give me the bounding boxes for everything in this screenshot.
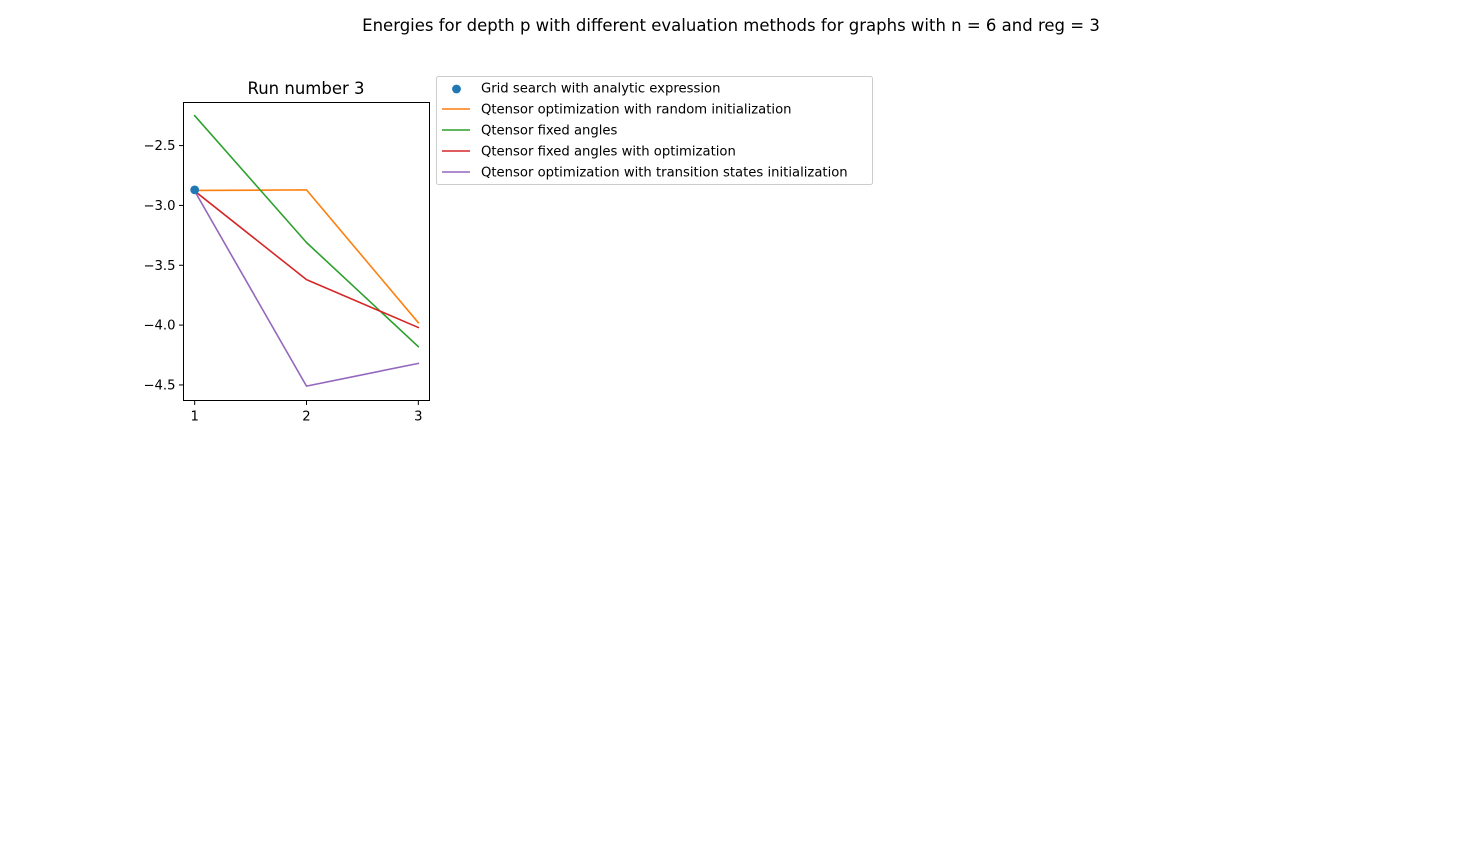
legend-label: Grid search with analytic expression xyxy=(481,82,720,97)
y-tick-label: −3.5 xyxy=(143,259,175,274)
plot-area xyxy=(190,114,420,387)
x-axis: 1 2 3 xyxy=(190,400,423,425)
legend-label: Qtensor fixed angles xyxy=(481,124,618,139)
y-tick-label: −4.5 xyxy=(143,379,175,394)
x-tick-label: 2 xyxy=(302,410,310,425)
legend-label: Qtensor fixed angles with optimization xyxy=(481,145,736,160)
y-tick-label: −3.0 xyxy=(143,199,175,214)
data-point xyxy=(190,185,200,195)
series-line xyxy=(193,189,420,329)
series-line xyxy=(193,189,420,324)
legend-frame xyxy=(436,76,873,185)
legend-marker xyxy=(452,84,461,94)
y-axis: −2.5 −3.0 −3.5 −4.0 −4.5 xyxy=(143,139,184,394)
x-tick-label: 1 xyxy=(190,410,198,425)
series-line xyxy=(193,189,420,387)
x-tick-label: 3 xyxy=(414,410,422,425)
y-tick-label: −4.0 xyxy=(143,319,175,334)
y-tick-label: −2.5 xyxy=(143,139,175,154)
figure-title: Energies for depth p with different eval… xyxy=(362,16,1100,35)
legend-label: Qtensor optimization with random initial… xyxy=(481,103,792,118)
legend: Grid search with analytic expression Qten… xyxy=(436,76,873,185)
axes-title: Run number 3 xyxy=(247,79,364,98)
legend-label: Qtensor optimization with transition sta… xyxy=(481,166,848,181)
